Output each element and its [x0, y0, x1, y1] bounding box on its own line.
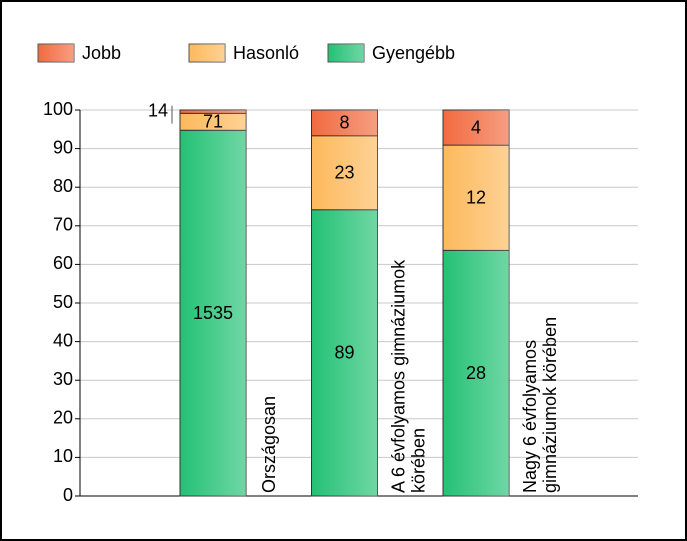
x-tick-label: Nagy 6 évfolyamosgimnáziumok körében — [520, 317, 560, 493]
data-label: 71 — [203, 112, 223, 132]
bar-shine — [311, 110, 378, 136]
bar-shine — [443, 250, 509, 496]
y-tick-label: 60 — [53, 253, 73, 273]
data-label: 12 — [466, 187, 486, 207]
legend-label: Hasonló — [233, 43, 299, 63]
y-tick-label: 10 — [53, 446, 73, 466]
y-tick-label: 40 — [53, 330, 73, 350]
y-tick-label: 80 — [53, 176, 73, 196]
y-tick-label: 70 — [53, 215, 73, 235]
bar-shine — [311, 135, 378, 210]
data-label: 4 — [471, 117, 481, 137]
y-tick-label: 30 — [53, 369, 73, 389]
data-label: 8 — [339, 113, 349, 133]
y-tick-label: 90 — [53, 137, 73, 157]
bar-shine — [180, 113, 246, 131]
y-tick-label: 100 — [43, 99, 73, 119]
bar-shine — [311, 209, 378, 496]
bar-shine — [443, 110, 509, 146]
y-tick-label: 20 — [53, 408, 73, 428]
bar-shine — [443, 145, 509, 251]
bar-shine — [180, 130, 246, 496]
legend-label: Jobb — [82, 43, 121, 63]
x-tick-label: A 6 évfolyamos gimnáziumokkörében — [388, 259, 428, 493]
data-label: 23 — [334, 162, 354, 182]
y-tick-label: 0 — [63, 485, 73, 505]
data-label: 14 — [148, 100, 168, 120]
legend-swatch-shine — [38, 44, 74, 62]
data-label: 1535 — [193, 303, 233, 323]
data-label: 89 — [334, 343, 354, 363]
x-tick-label: Országosan — [259, 396, 279, 493]
bar-shine — [180, 110, 246, 114]
y-tick-label: 50 — [53, 292, 73, 312]
data-label: 28 — [466, 363, 486, 383]
legend-swatch-shine — [328, 44, 364, 62]
legend-label: Gyengébb — [372, 43, 455, 63]
legend-swatch-shine — [189, 44, 225, 62]
